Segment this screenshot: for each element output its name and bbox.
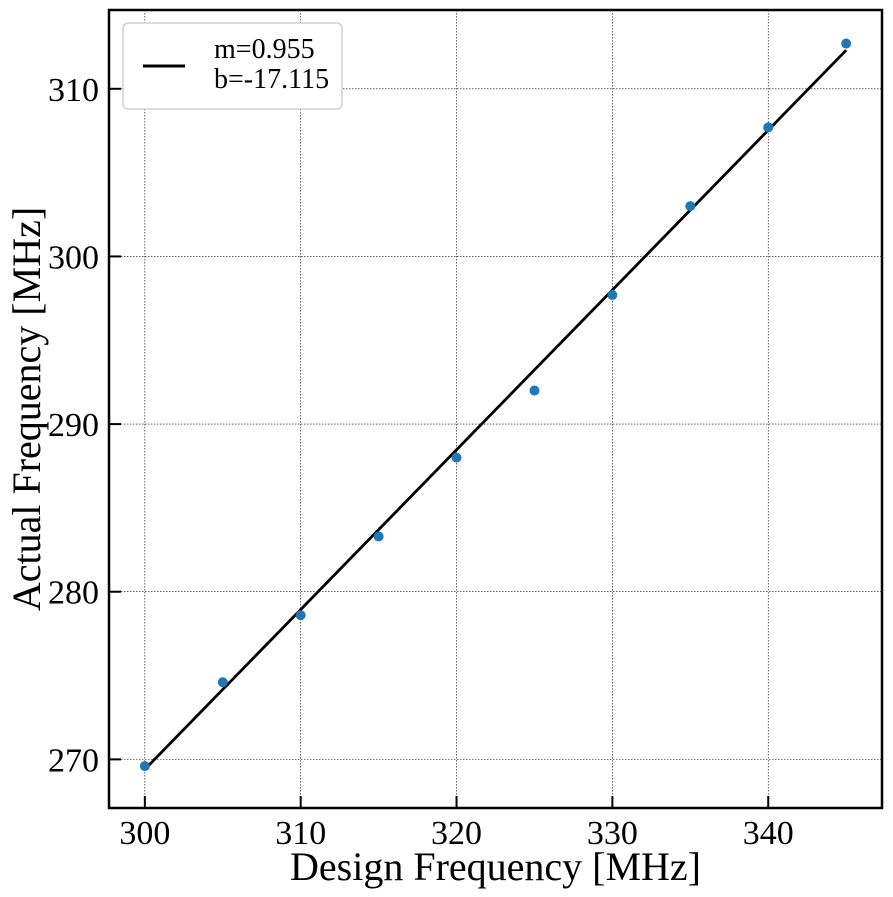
grid xyxy=(109,10,882,808)
data-point xyxy=(139,761,150,772)
y-tick-label: 280 xyxy=(48,575,99,612)
series-layer xyxy=(139,38,852,772)
legend-box xyxy=(122,22,343,110)
data-point xyxy=(451,452,462,463)
y-tick-label: 310 xyxy=(48,72,99,109)
data-point xyxy=(295,610,306,621)
y-tick-label: 290 xyxy=(48,407,99,444)
plot-frame xyxy=(107,8,884,810)
y-tick-label: 270 xyxy=(48,742,99,779)
data-point xyxy=(685,201,696,212)
x-tick-label: 310 xyxy=(275,815,326,852)
data-point xyxy=(607,290,618,300)
data-point xyxy=(217,677,228,688)
y-tick-label: 300 xyxy=(48,239,99,276)
data-point xyxy=(841,38,852,49)
x-tick-label: 330 xyxy=(587,815,638,852)
ticks xyxy=(109,87,770,808)
legend-label-line-2: b=-17.115 xyxy=(214,64,329,95)
fit-line xyxy=(143,49,848,771)
legend-label-line-1: m=0.955 xyxy=(214,34,315,65)
data-point xyxy=(763,122,774,133)
x-tick-label: 300 xyxy=(119,815,170,852)
data-point xyxy=(373,531,384,542)
legend: m=0.955 b=-17.115 xyxy=(122,22,343,110)
x-axis-label: Design Frequency [MHz] xyxy=(290,844,701,889)
tick-labels: 300 310 320 330 340 270 280 290 300 310 xyxy=(48,72,794,852)
y-axis-label: Actual Frequency [MHz] xyxy=(4,207,49,611)
x-tick-label: 320 xyxy=(431,815,482,852)
x-tick-label: 340 xyxy=(743,815,794,852)
data-point xyxy=(529,385,540,396)
